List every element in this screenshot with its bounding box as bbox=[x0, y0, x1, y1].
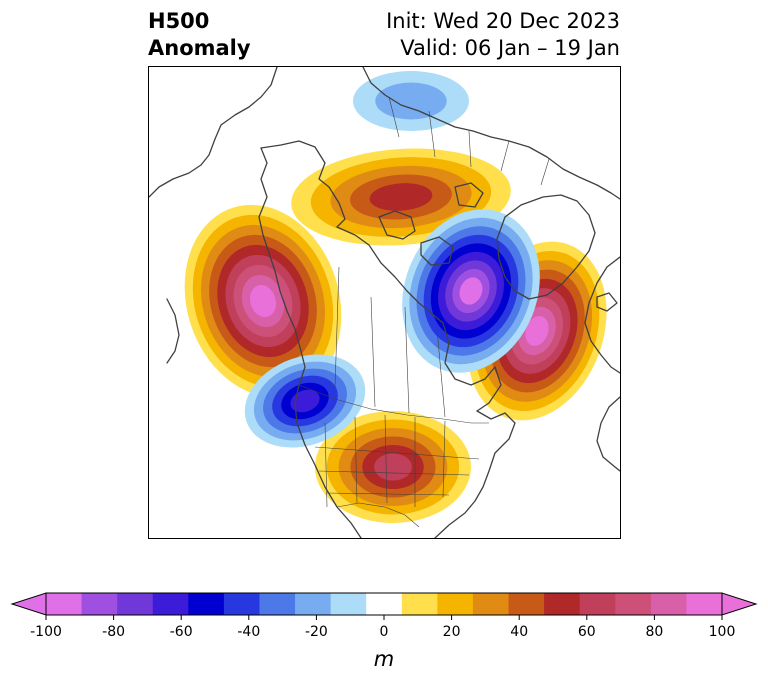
colorbar-cell bbox=[686, 593, 723, 615]
colorbar-tick-label: -100 bbox=[30, 624, 62, 640]
coastline-scandinavia bbox=[584, 256, 620, 374]
border-us-states bbox=[314, 414, 480, 508]
anomaly-contour bbox=[375, 82, 447, 120]
colorbar-tick-label: 100 bbox=[709, 624, 736, 640]
coastline-europe bbox=[596, 396, 620, 472]
colorbar-cell bbox=[295, 593, 332, 615]
coastline-arctic-canada bbox=[336, 226, 444, 324]
colorbar-tick-label: 60 bbox=[578, 624, 596, 640]
colorbar-cell bbox=[650, 593, 687, 615]
colorbar-tick-label: -40 bbox=[237, 624, 260, 640]
colorbar-cell bbox=[152, 593, 189, 615]
colorbar-cell bbox=[401, 593, 438, 615]
anomaly-contour bbox=[374, 453, 412, 481]
colorbar-cell bbox=[472, 593, 510, 615]
colorbar-cell bbox=[330, 593, 367, 615]
anomaly-center bbox=[291, 148, 511, 246]
colorbar-cell bbox=[223, 593, 260, 615]
colorbar-cell bbox=[117, 593, 154, 615]
anomaly-center bbox=[315, 411, 471, 523]
title-right: Init: Wed 20 Dec 2023 Valid: 06 Jan – 19… bbox=[386, 8, 620, 62]
anomaly-contour bbox=[249, 284, 277, 318]
colorbar-tick-label: 0 bbox=[380, 624, 389, 640]
anomaly-center bbox=[184, 204, 342, 398]
colorbar-unit-label: m bbox=[373, 647, 395, 671]
colorbar-cell bbox=[366, 593, 403, 615]
field-name: Anomaly bbox=[148, 36, 251, 60]
anomaly-contour bbox=[369, 183, 433, 211]
coastline-alaska bbox=[260, 140, 346, 228]
anomaly-contour bbox=[525, 316, 549, 346]
colorbar-cell bbox=[437, 593, 474, 615]
anomaly-contour bbox=[290, 389, 320, 413]
anomaly-fields bbox=[184, 71, 607, 523]
coastline-north-america-west bbox=[258, 147, 362, 538]
anomaly-map-canvas bbox=[149, 67, 620, 538]
colorbar-cell bbox=[188, 593, 225, 615]
coastlines bbox=[149, 67, 620, 538]
valid-range: Valid: 06 Jan – 19 Jan bbox=[400, 36, 620, 60]
title-left: H500 Anomaly bbox=[148, 8, 251, 62]
border-eurasia-countries bbox=[388, 96, 550, 186]
anomaly-center bbox=[353, 71, 469, 131]
colorbar-cells bbox=[10, 592, 758, 616]
colorbar-extend-low bbox=[10, 592, 47, 616]
colorbar-tick-label: 20 bbox=[443, 624, 461, 640]
variable-name: H500 bbox=[148, 9, 210, 33]
colorbar-cell bbox=[81, 593, 118, 615]
coastline-north-america-east bbox=[434, 410, 516, 538]
colorbar-tick-label: 80 bbox=[645, 624, 663, 640]
coastline-hudson-bay bbox=[442, 322, 502, 412]
colorbar-cell bbox=[579, 593, 616, 615]
anomaly-contour bbox=[459, 277, 483, 305]
coastline-japan bbox=[166, 298, 180, 364]
colorbar-cell bbox=[259, 593, 296, 615]
coastline-iceland bbox=[596, 292, 618, 312]
anomaly-center bbox=[467, 241, 607, 421]
coastline-asia-pacific bbox=[149, 67, 278, 198]
colorbar: -100 -80 -60 -40 -20 0 20 40 60 80 100 bbox=[10, 592, 758, 640]
political-borders bbox=[298, 96, 550, 528]
coastline-arctic-islands bbox=[378, 182, 484, 266]
colorbar-cell bbox=[508, 593, 545, 615]
colorbar-tick-label: -60 bbox=[170, 624, 193, 640]
init-date: Init: Wed 20 Dec 2023 bbox=[386, 9, 620, 33]
coastline-greenland bbox=[496, 194, 596, 300]
colorbar-tick-label: -20 bbox=[305, 624, 328, 640]
colorbar-extend-high bbox=[721, 592, 758, 616]
border-us-mexico bbox=[336, 502, 420, 528]
anomaly-map bbox=[148, 66, 621, 539]
colorbar-tick-label: -80 bbox=[102, 624, 125, 640]
border-canada-provinces bbox=[334, 266, 446, 418]
coastline-eurasia bbox=[362, 67, 620, 200]
colorbar-cell bbox=[615, 593, 652, 615]
colorbar-tick-label: 40 bbox=[510, 624, 528, 640]
colorbar-cell bbox=[544, 593, 581, 615]
colorbar-ticks: -100 -80 -60 -40 -20 0 20 40 60 80 100 bbox=[30, 615, 735, 640]
border-us-canada bbox=[298, 384, 489, 424]
colorbar-cell bbox=[46, 593, 83, 615]
